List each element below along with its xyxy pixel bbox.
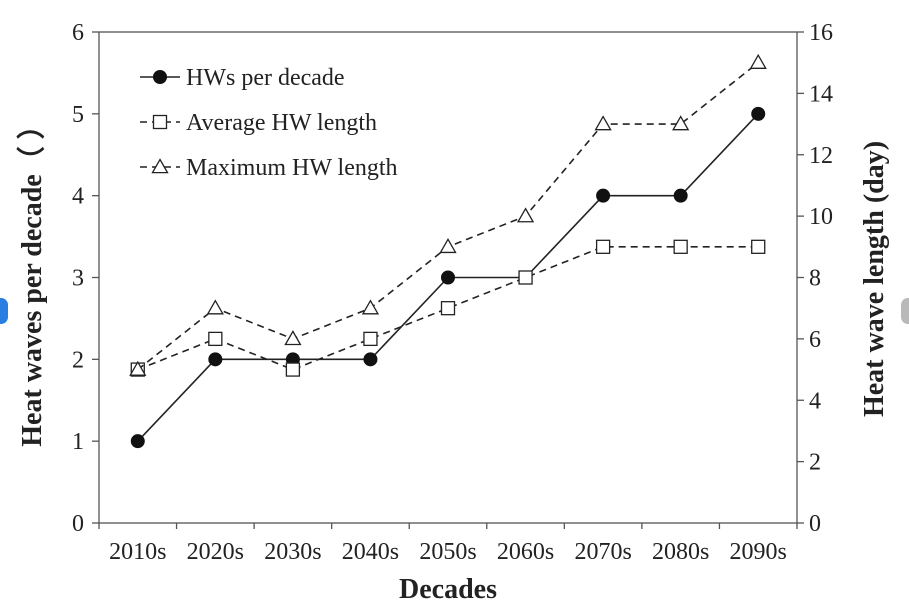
data-point (749, 53, 767, 69)
data-point (439, 238, 457, 254)
y-axis-label-left: Heat waves per decade（ ） (15, 111, 48, 446)
edge-indicator-left (0, 298, 8, 324)
y-tick-label-left: 3 (72, 266, 84, 292)
legend-marker (153, 70, 167, 84)
y-tick-label-right: 8 (809, 266, 821, 292)
y-tick-label-right: 14 (809, 81, 833, 107)
legend-marker (151, 158, 169, 174)
series-2 (129, 53, 767, 376)
data-point (361, 299, 380, 315)
data-point (440, 301, 456, 316)
y-tick-label-left: 4 (72, 184, 84, 210)
y-tick-label-right: 16 (809, 20, 833, 46)
data-point (751, 106, 766, 121)
x-tick-label: 2030s (264, 539, 321, 565)
data-point (596, 188, 611, 203)
y-tick-label-left: 2 (72, 347, 84, 373)
x-tick-label: 2080s (652, 539, 709, 565)
data-point (363, 352, 378, 367)
y-axis-label-right: Heat wave length (day) (859, 141, 890, 417)
legend-label: Average HW length (186, 110, 377, 136)
data-point (206, 299, 224, 315)
y-tick-label-right: 12 (809, 143, 833, 169)
x-tick-label: 2020s (187, 539, 244, 565)
x-tick-label: 2060s (497, 539, 554, 565)
y-tick-label-left: 0 (72, 511, 84, 537)
x-axis-label: Decades (399, 574, 497, 605)
y-tick-label-right: 0 (809, 511, 821, 537)
legend-label: Maximum HW length (186, 155, 398, 181)
data-point (129, 360, 147, 376)
data-point (284, 330, 302, 346)
series-line (137, 246, 759, 371)
x-tick-label: 2050s (419, 539, 476, 565)
x-tick-label: 2010s (109, 539, 166, 565)
data-point (518, 270, 533, 285)
data-point (594, 115, 612, 131)
data-point (130, 434, 145, 449)
data-point (208, 352, 223, 367)
y-tick-label-right: 4 (809, 388, 821, 414)
y-tick-label-right: 10 (809, 204, 833, 230)
series-group (129, 53, 767, 449)
legend: HWs per decade Average HW length Maximum H… (140, 65, 398, 181)
data-point (673, 188, 688, 203)
data-point (595, 239, 611, 254)
data-point (441, 270, 455, 285)
y-tick-label-right: 6 (809, 327, 821, 353)
legend-label: HWs per decade (186, 65, 345, 91)
edge-indicator-right (901, 298, 909, 324)
y-tick-label-left: 6 (72, 20, 84, 46)
y-tick-label-left: 1 (72, 429, 84, 455)
legend-marker (152, 114, 168, 130)
data-point (672, 115, 690, 131)
data-point (285, 362, 301, 377)
series-line (137, 62, 759, 371)
data-point (751, 239, 766, 254)
y-tick-label-right: 2 (809, 450, 821, 476)
data-point (363, 331, 378, 347)
data-point (208, 331, 223, 347)
series-1 (130, 239, 766, 377)
data-point (516, 207, 535, 223)
y-tick-label-left: 5 (72, 102, 84, 128)
x-tick-label: 2040s (342, 539, 399, 565)
x-tick-label: 2070s (574, 539, 631, 565)
data-point (673, 239, 688, 254)
x-tick-label: 2090s (730, 539, 787, 565)
